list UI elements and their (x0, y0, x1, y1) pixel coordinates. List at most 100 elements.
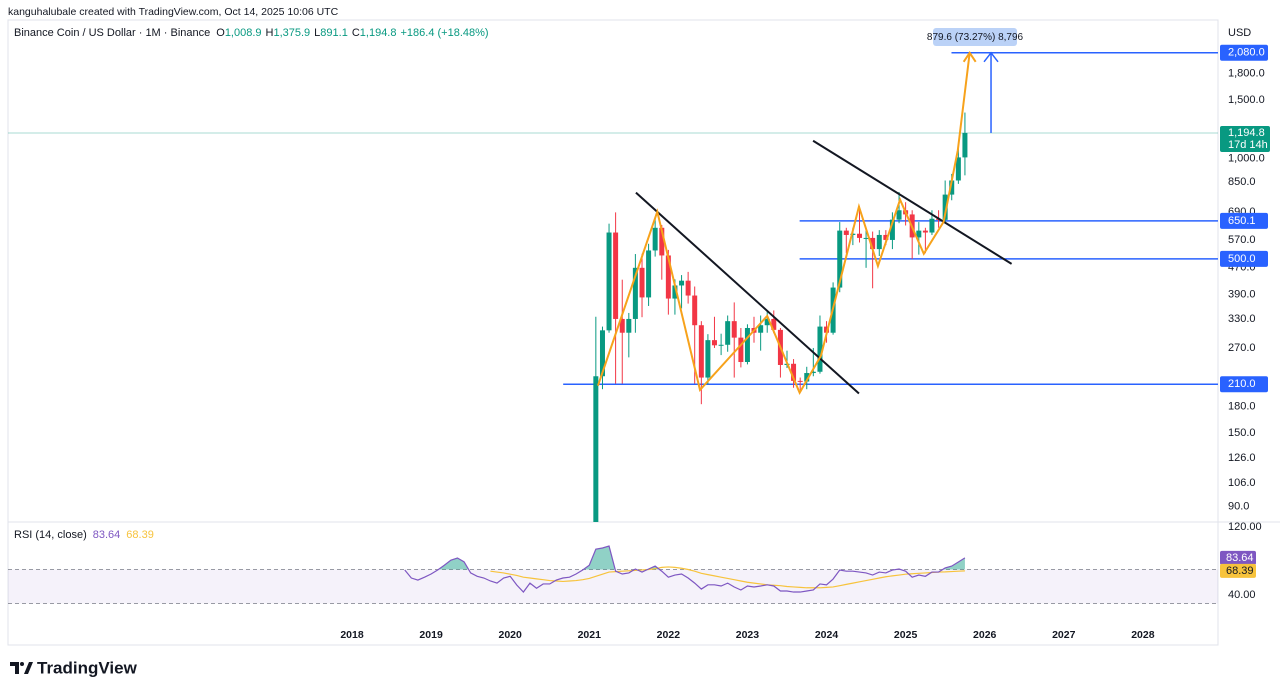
candle-body (718, 344, 724, 346)
candle-body (942, 194, 948, 220)
y-tick-label: 1,800.0 (1228, 68, 1265, 80)
y-tick-label: 330.0 (1228, 313, 1256, 325)
y-tick-label: 126.0 (1228, 452, 1256, 464)
y-tick-label: 106.0 (1228, 477, 1256, 489)
rsi-tick-label: 40.00 (1228, 589, 1256, 601)
candle-body (665, 255, 671, 299)
x-tick-label: 2027 (1052, 629, 1076, 641)
trendline (635, 191, 860, 395)
candle-body (659, 227, 665, 256)
legend-title: Binance Coin / US Dollar · 1M · Binance (14, 27, 210, 39)
candle-body (705, 340, 711, 378)
rsi-value-box (1220, 550, 1256, 565)
candle-body (955, 157, 961, 181)
rsi-value-label: 83.64 (1226, 552, 1254, 564)
candle-body (797, 380, 803, 382)
candle-body (626, 318, 632, 333)
y-tick-label: 1,500.0 (1228, 94, 1265, 106)
candle-body (731, 321, 737, 338)
candle-body (896, 210, 902, 220)
pattern-line (597, 52, 971, 396)
x-tick-label: 2023 (736, 629, 760, 641)
candle-body (857, 233, 863, 238)
y-tick-label: 270.0 (1228, 342, 1256, 354)
level-label: 210.0 (1228, 378, 1256, 390)
brand-logo (10, 662, 33, 674)
rsi-title: RSI (14, close) (14, 529, 87, 541)
level-label: 2,080.0 (1228, 47, 1265, 59)
candle-body (698, 325, 704, 378)
rsi-value-box (1220, 563, 1256, 578)
candle-body (738, 337, 744, 363)
rsi-legend-ma: 68.39 (126, 529, 154, 541)
candle-body (883, 234, 889, 240)
countdown: 17d 14h (1228, 139, 1268, 151)
candle-body (692, 295, 698, 326)
current-price-label: 1,194.8 (1228, 127, 1265, 139)
y-tick-label: 570.0 (1228, 234, 1256, 246)
candle-body (804, 373, 810, 382)
credit: kanguhalubale created with TradingView.c… (8, 6, 339, 18)
y-tick-label: 180.0 (1228, 400, 1256, 412)
legend-change: +186.4 (+18.48%) (400, 27, 488, 39)
level-label: 650.1 (1228, 215, 1256, 227)
candle-body (685, 280, 691, 296)
x-tick-label: 2020 (499, 629, 523, 641)
candle-body (764, 318, 770, 326)
candle-body (791, 363, 797, 381)
pane-frame (7, 19, 1219, 646)
y-tick-label: 150.0 (1228, 427, 1256, 439)
candle-body (870, 237, 876, 250)
candle-body (810, 371, 816, 374)
level-label-box (1220, 212, 1268, 229)
candle-body (758, 325, 764, 333)
rsi-pane (8, 545, 1218, 604)
candle-body (639, 267, 645, 298)
rsi-legend: RSI (14, close) 83.64 68.39 (14, 529, 154, 541)
legend-value: 1,008.9 (225, 27, 262, 39)
candle-body (962, 132, 968, 158)
candle-body (652, 227, 658, 251)
rsi-line (404, 545, 966, 593)
candle-body (949, 180, 955, 195)
candle-body (876, 234, 882, 250)
currency: USD (1228, 27, 1251, 39)
y-tick-label: 390.0 (1228, 289, 1256, 301)
candle-body (843, 230, 849, 235)
y-tick-label: 850.0 (1228, 176, 1256, 188)
candle-body (679, 280, 685, 286)
candle-body (725, 321, 731, 345)
legend-value: 1,375.9 (273, 27, 310, 39)
rsi-band (8, 569, 1218, 604)
x-tick-label: 2019 (419, 629, 443, 641)
candle-body (613, 232, 619, 319)
level-label-box (1220, 250, 1268, 267)
level-label-box (1220, 44, 1268, 61)
price-pane (8, 51, 1218, 522)
candle-body (824, 326, 830, 333)
current-price-box (1220, 125, 1270, 152)
rsi-tick-label: 120.00 (1228, 521, 1262, 533)
candle-body (619, 318, 625, 333)
measure-label-box (933, 28, 1018, 46)
candle-body (889, 219, 895, 240)
legend-value: 1,194.8 (360, 27, 397, 39)
legend-key: H (266, 27, 274, 39)
candle-body (922, 230, 928, 233)
rsi-ma-line (490, 566, 965, 589)
candle-body (817, 326, 823, 372)
legend-key: C (352, 27, 360, 39)
candle-body (599, 330, 605, 377)
measure-label: 879.6 (73.27%) 8,796 (927, 32, 1024, 43)
candle-body (744, 327, 750, 363)
measure-arrowhead (983, 51, 999, 63)
candle-body (632, 267, 638, 319)
candle-body (916, 230, 922, 238)
candle-body (593, 376, 599, 522)
axes: 1,800.01,500.01,000.0850.0690.0570.0470.… (340, 44, 1270, 641)
candle-body (711, 340, 717, 346)
y-tick-label: 1,000.0 (1228, 153, 1265, 165)
level-label: 500.0 (1228, 253, 1256, 265)
pattern-arrowhead (962, 51, 977, 63)
